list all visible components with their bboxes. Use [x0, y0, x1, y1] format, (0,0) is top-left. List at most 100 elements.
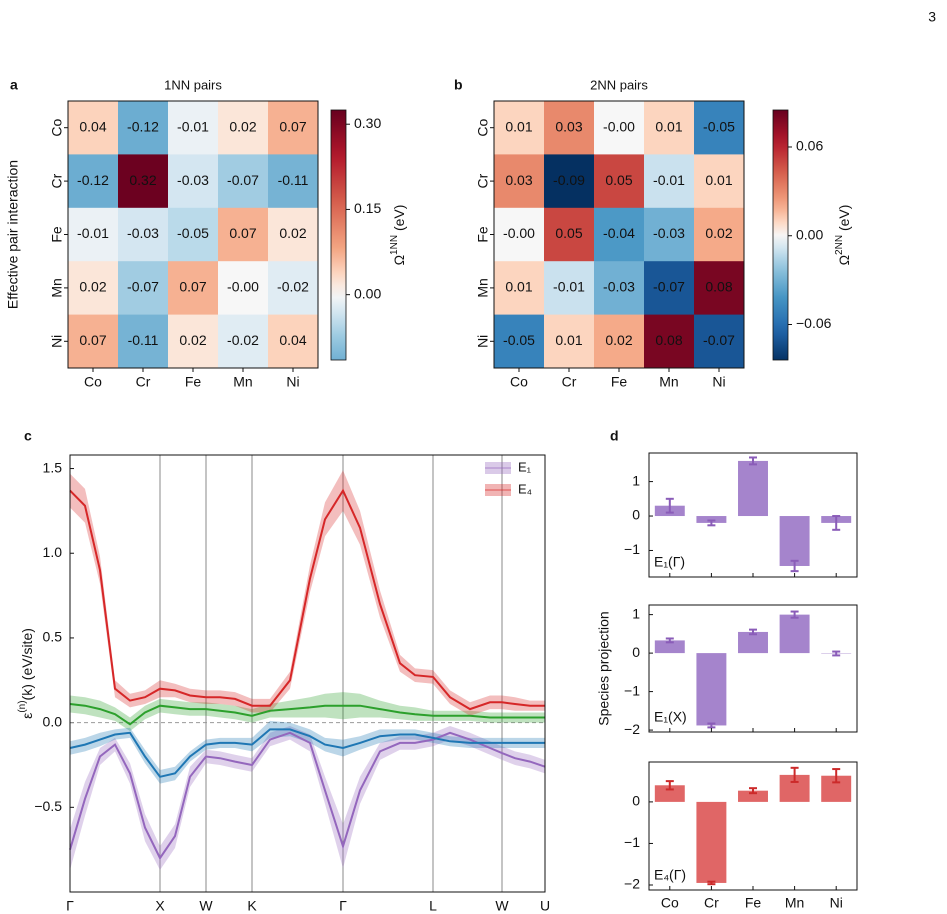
- heatmap-cell: [694, 314, 745, 369]
- y-tick-label: 0: [632, 507, 640, 523]
- x-tick-label: W: [199, 898, 213, 914]
- heatmap-cell: [68, 101, 119, 155]
- cell-label: -0.12: [127, 118, 159, 134]
- colorbar-tick-label: −0.06: [796, 315, 832, 331]
- cell-label: -0.01: [77, 225, 109, 241]
- cell-label: 0.32: [129, 172, 156, 188]
- heatmap-cell: [68, 261, 119, 316]
- y-tick-label: 1: [632, 605, 640, 621]
- error-bar: [832, 768, 841, 784]
- cell-label: 0.07: [179, 279, 206, 295]
- x-tick-label: Ni: [286, 374, 299, 390]
- cell-label: 0.01: [505, 118, 532, 134]
- bar: [738, 790, 768, 802]
- x-tick-label: Ni: [712, 374, 725, 390]
- uncertainty-band: [70, 692, 545, 732]
- heatmap-cell: [218, 207, 269, 262]
- cell-label: 0.04: [279, 332, 306, 348]
- cell-label: 0.02: [605, 332, 632, 348]
- y-tick-label: 0.5: [43, 629, 63, 645]
- cell-label: -0.03: [603, 279, 635, 295]
- bar: [696, 801, 727, 883]
- plot-frame: [648, 452, 858, 578]
- heatmap-cell: [118, 101, 169, 155]
- heatmap-cell: [644, 207, 695, 262]
- heatmap-cell: [494, 154, 545, 209]
- cell-label: -0.00: [603, 118, 635, 134]
- error-bar: [665, 497, 674, 514]
- heatmap-cell: [594, 154, 645, 209]
- colorbar: [772, 109, 789, 361]
- y-axis-label-part: ε: [19, 713, 35, 719]
- x-tick-label: W: [495, 898, 509, 914]
- cell-label: -0.00: [503, 225, 535, 241]
- x-tick-label: Mn: [659, 374, 678, 390]
- bar: [696, 653, 727, 726]
- colorbar-label-part: 2NN: [834, 235, 845, 255]
- chart-label: E₁(X): [654, 709, 687, 725]
- plot-frame: [69, 454, 546, 893]
- y-tick-label: Fe: [49, 226, 65, 243]
- panel-letter: d: [610, 428, 619, 444]
- y-tick-label: Cr: [49, 173, 65, 188]
- cell-label: -0.02: [277, 279, 309, 295]
- heatmap-cell: [544, 101, 595, 155]
- cell-label: 0.01: [505, 279, 532, 295]
- cell-label: -0.05: [703, 118, 735, 134]
- heatmap-cell: [644, 101, 695, 155]
- cell-label: 0.02: [179, 332, 206, 348]
- colorbar-label-part: (eV): [836, 205, 852, 235]
- colorbar-label: Ω1NN (eV): [389, 205, 407, 266]
- y-tick-label: 1: [632, 472, 640, 488]
- colorbar-tick-label: 0.15: [354, 200, 381, 216]
- bar: [738, 631, 768, 654]
- cell-label: 0.04: [79, 118, 106, 134]
- error-bar: [790, 559, 799, 573]
- error-bar: [790, 766, 799, 783]
- bar: [654, 640, 685, 654]
- colorbar-label-part: Ω: [836, 255, 852, 265]
- panel-letter: c: [24, 428, 32, 444]
- cell-label: 0.01: [555, 332, 582, 348]
- error-bar: [665, 637, 674, 644]
- panel-letter: a: [10, 77, 18, 93]
- cell-label: -0.03: [127, 225, 159, 241]
- page-number: 3: [928, 9, 936, 25]
- heatmap-cell: [694, 101, 745, 155]
- cell-label: -0.03: [177, 172, 209, 188]
- chart-title: 1NN pairs: [164, 77, 222, 92]
- y-tick-label: −1: [624, 541, 640, 557]
- cell-label: 0.07: [279, 118, 306, 134]
- x-tick-label: Cr: [562, 374, 577, 390]
- heatmap-cell: [118, 154, 169, 209]
- heatmap-cell: [644, 314, 695, 369]
- y-axis-label: Species projection: [596, 611, 612, 725]
- x-tick-label: L: [429, 898, 437, 914]
- y-tick-label: Cr: [475, 173, 491, 188]
- x-tick-label: X: [155, 898, 165, 914]
- cell-label: -0.05: [503, 332, 535, 348]
- heatmap-cell: [268, 207, 319, 262]
- x-tick-label: Γ: [339, 898, 347, 914]
- cell-label: 0.01: [655, 118, 682, 134]
- cell-label: -0.01: [177, 118, 209, 134]
- error-bar: [707, 722, 716, 729]
- cell-label: 0.05: [605, 172, 632, 188]
- colorbar-label-part: Ω: [391, 255, 407, 265]
- heatmap-cell: [644, 154, 695, 209]
- plot-frame: [648, 761, 858, 891]
- heatmap-cell: [494, 261, 545, 316]
- heatmap-cell: [544, 314, 595, 369]
- y-tick-label: −1: [624, 682, 640, 698]
- heatmap-cell: [544, 207, 595, 262]
- bar: [779, 614, 810, 654]
- y-tick-label: Mn: [475, 278, 491, 297]
- cell-label: 0.05: [555, 225, 582, 241]
- cell-label: 0.02: [79, 279, 106, 295]
- y-tick-label: Mn: [49, 278, 65, 297]
- cell-label: -0.07: [703, 332, 735, 348]
- y-axis-label-part: (n): [17, 700, 28, 712]
- chart-label: E₄(Γ): [654, 867, 686, 883]
- heatmap-cell: [118, 261, 169, 316]
- cell-label: -0.11: [128, 332, 159, 348]
